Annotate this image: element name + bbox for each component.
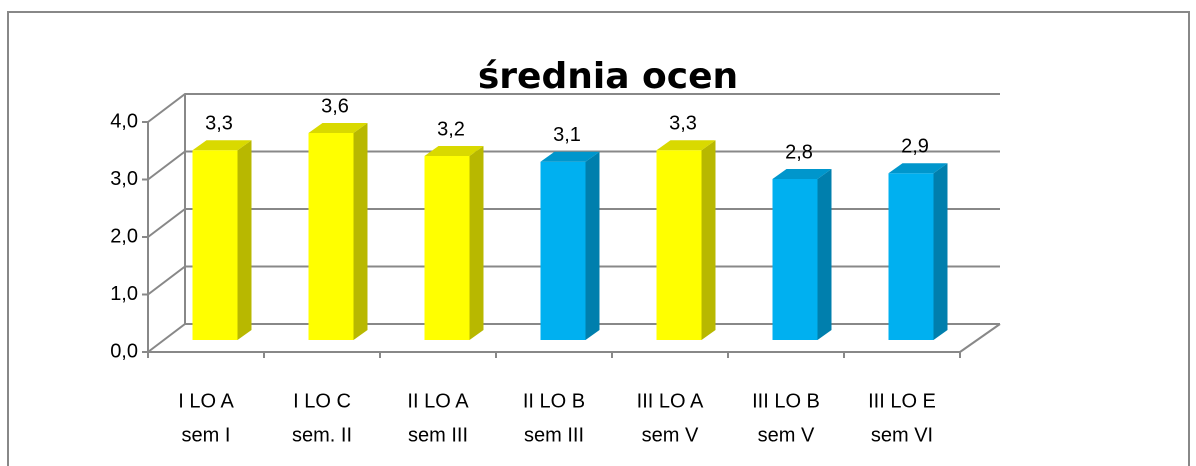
value-label: 3,1 <box>553 124 581 146</box>
bar-side <box>933 163 948 340</box>
value-label: 3,6 <box>321 95 349 117</box>
bar-top <box>540 151 600 162</box>
bar-side <box>237 140 252 340</box>
bar-side <box>701 140 716 340</box>
bar <box>656 150 702 340</box>
grid-line <box>147 323 1000 353</box>
bar <box>308 133 354 340</box>
value-label: 2,9 <box>901 136 929 158</box>
bar-side <box>353 123 368 340</box>
bar <box>424 156 470 340</box>
y-tick-label: 1,0 <box>110 283 138 305</box>
x-tick-label: III LO B <box>752 390 820 412</box>
bar-top <box>424 146 484 156</box>
bar-side <box>585 151 600 340</box>
x-tick-label: I LO C <box>293 390 351 412</box>
value-label: 2,8 <box>785 141 813 163</box>
y-tick-label: 2,0 <box>110 225 138 247</box>
value-label: 3,3 <box>669 113 697 135</box>
bar-top <box>888 163 948 174</box>
bar <box>772 179 818 340</box>
grid-line <box>147 150 1000 181</box>
y-tick-label: 4,0 <box>110 110 138 132</box>
x-tick-label: sem VI <box>871 424 933 446</box>
y-tick-label: 3,0 <box>110 168 138 190</box>
bar-top <box>772 169 832 179</box>
grid-line <box>147 265 1000 296</box>
x-tick-label: II LO B <box>523 390 585 412</box>
bar-top <box>308 123 368 133</box>
bar-top <box>656 140 716 151</box>
x-tick-label: sem I <box>182 424 231 446</box>
x-tick-label: sem III <box>408 424 468 446</box>
y-tick-label: 0,0 <box>110 340 138 362</box>
bar <box>888 173 934 340</box>
value-label: 3,3 <box>205 113 233 135</box>
bar-top <box>192 140 252 151</box>
value-label: 3,2 <box>437 118 465 140</box>
x-tick-label: III LO E <box>868 390 936 412</box>
x-tick-label: sem V <box>758 424 815 446</box>
x-tick-label: sem V <box>642 424 699 446</box>
grid-line <box>147 93 1000 123</box>
x-tick-label: sem III <box>524 424 584 446</box>
x-tick-label: I LO A <box>178 390 234 412</box>
x-tick-label: III LO A <box>637 390 704 412</box>
grid-line <box>147 208 1000 238</box>
bar-side <box>817 169 832 340</box>
chart-title: średnia ocen <box>478 56 738 97</box>
bar <box>192 150 238 340</box>
bar-side <box>469 146 484 340</box>
x-tick-label: II LO A <box>407 390 469 412</box>
x-tick-label: sem. II <box>292 424 352 446</box>
bar <box>540 161 586 340</box>
floor-right-edge <box>959 323 1001 353</box>
